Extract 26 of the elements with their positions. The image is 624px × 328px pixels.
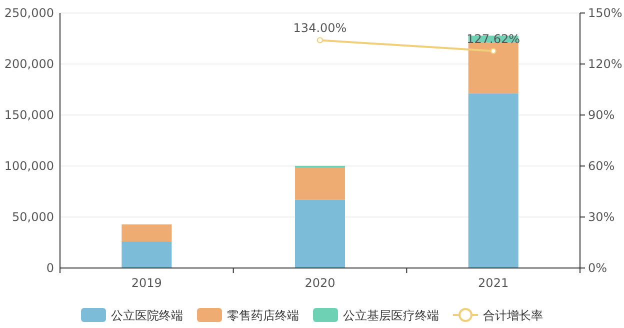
y-tick-label: 0 <box>46 261 54 275</box>
y-tick-label: 250,000 <box>4 6 54 20</box>
legend-label: 公立医院终端 <box>111 308 183 322</box>
y-tick-label: 150,000 <box>4 108 54 122</box>
y2-tick-label: 60% <box>588 159 615 173</box>
bar <box>295 200 345 268</box>
bar <box>122 241 172 268</box>
bar <box>468 93 518 268</box>
data-label: 134.00% <box>293 21 347 36</box>
y-tick-label: 50,000 <box>12 210 54 224</box>
y2-tick-label: 90% <box>588 108 615 122</box>
y2-tick-label: 30% <box>588 210 615 224</box>
y2-tick-label: 0% <box>588 261 608 275</box>
bar <box>295 168 345 200</box>
x-tick-label: 2021 <box>478 276 509 290</box>
y-tick-label: 200,000 <box>4 57 54 71</box>
y-tick-label: 100,000 <box>4 159 54 173</box>
x-tick-label: 2020 <box>304 276 336 290</box>
legend-label: 零售药店终端 <box>227 308 299 322</box>
legend-label: 公立基层医疗终端 <box>343 308 439 322</box>
x-tick-label: 2019 <box>131 276 162 290</box>
bar <box>122 224 172 242</box>
y2-tick-label: 120% <box>588 57 622 71</box>
legend-label: 合计增长率 <box>483 308 543 322</box>
y2-tick-label: 150% <box>588 6 622 20</box>
bar <box>468 42 518 94</box>
